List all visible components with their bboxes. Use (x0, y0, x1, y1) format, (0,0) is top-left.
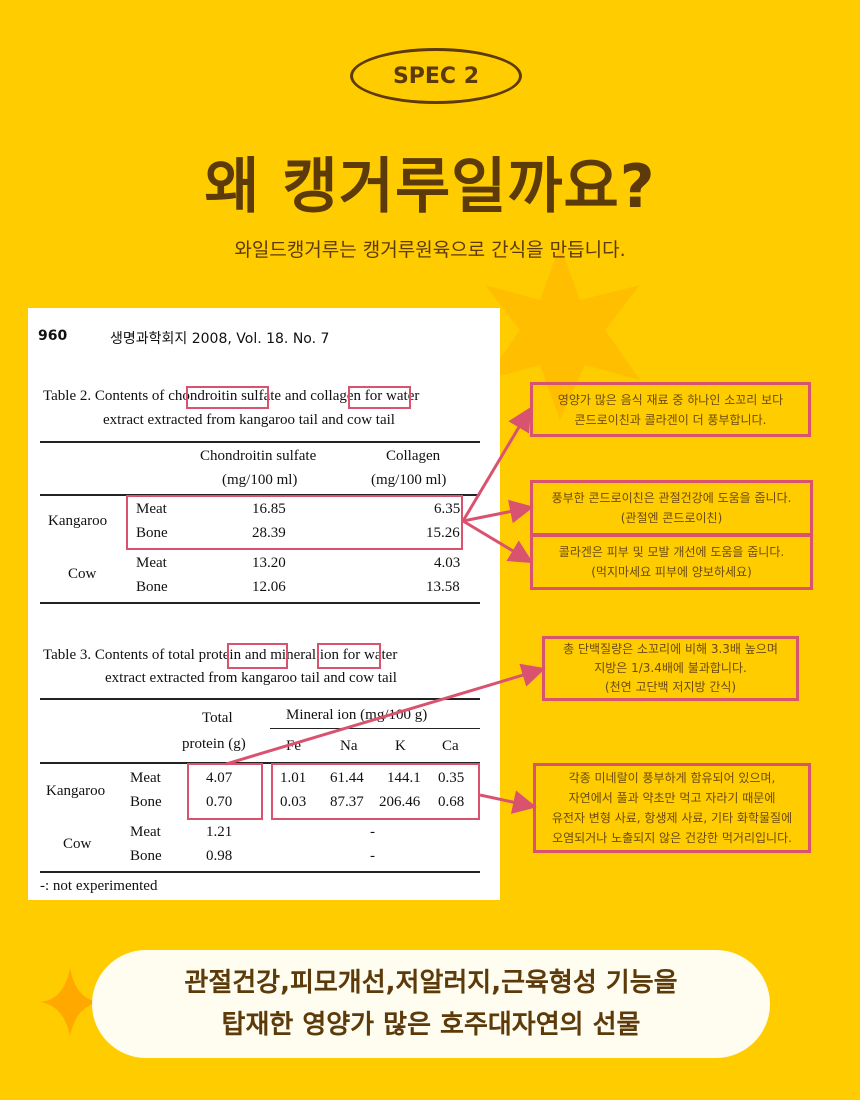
table3-caption-line2: extract extracted from kangaroo tail and… (105, 670, 397, 686)
footnote: -: not experimented (40, 878, 158, 894)
callout-protein: 총 단백질량은 소꼬리에 비해 3.3배 높으며 지방은 1/3.4배에 불과합니… (542, 636, 799, 701)
cell: 15.26 (426, 525, 460, 541)
spec-badge: SPEC 2 (350, 48, 522, 104)
cell: 4.03 (434, 555, 461, 571)
cell: 0.70 (206, 794, 233, 810)
cell: 13.20 (252, 555, 286, 571)
page-title: 왜 캥거루일까요? (204, 152, 656, 222)
cell: 0.68 (438, 794, 465, 810)
highlight-protein-values (187, 763, 263, 820)
cell: 1.01 (280, 770, 307, 786)
row-part: Meat (130, 824, 161, 840)
col-header: Total (202, 710, 233, 726)
journal-excerpt: 960 생명과학회지 2008, Vol. 18. No. 7 Table 2.… (28, 308, 500, 900)
page-number: 960 (38, 328, 68, 344)
table2-caption-line2: extract extracted from kangaroo tail and… (103, 412, 395, 428)
page-subtitle: 와일드캥거루는 캥거루원육으로 간식을 만듭니다. (234, 239, 626, 261)
col-header: Mineral ion (mg/100 g) (286, 707, 428, 723)
sparkle-icon (40, 968, 100, 1036)
row-part: Meat (136, 501, 167, 517)
row-group: Cow (68, 566, 97, 582)
cell: 12.06 (252, 579, 286, 595)
cell: - (370, 848, 375, 864)
cell: 0.98 (206, 848, 233, 864)
callout-mineral: 각종 미네랄이 풍부하게 함유되어 있으며, 자연에서 풀과 약초만 먹고 자라기… (533, 763, 811, 853)
highlight-chondroitin (186, 386, 269, 409)
row-group: Kangaroo (46, 783, 106, 799)
highlight-kangaroo-table2 (126, 495, 463, 550)
row-part: Meat (130, 770, 161, 786)
col-header: Na (340, 738, 358, 754)
highlight-protein (227, 643, 288, 669)
col-header: (mg/100 ml) (222, 472, 298, 488)
col-header: (mg/100 ml) (371, 472, 447, 488)
col-header: Chondroitin sulfate (200, 448, 317, 464)
row-part: Bone (130, 848, 162, 864)
highlight-collagen (348, 386, 411, 409)
cell: 28.39 (252, 525, 286, 541)
cell: 0.35 (438, 770, 465, 786)
cell: 144.1 (387, 770, 421, 786)
cell: 0.03 (280, 794, 307, 810)
cell: 6.35 (434, 501, 461, 517)
row-part: Meat (136, 555, 167, 571)
row-part: Bone (136, 525, 168, 541)
cell: 16.85 (252, 501, 286, 517)
col-header: protein (g) (182, 736, 246, 752)
col-header: Ca (442, 738, 459, 754)
row-group: Kangaroo (48, 513, 108, 529)
col-header: K (395, 738, 406, 754)
cell: 4.07 (206, 770, 233, 786)
bottom-summary: 관절건강,피모개선,저알러지,근육형성 기능을 탑재한 영양가 많은 호주대자연의… (92, 950, 770, 1058)
journal-name: 생명과학회지 2008, Vol. 18. No. 7 (110, 331, 330, 347)
callout-collagen: 콜라겐은 피부 및 모발 개선에 도움을 줍니다. (먹지마세요 피부에 양보하세… (530, 534, 813, 590)
cell: 1.21 (206, 824, 233, 840)
highlight-mineral-values (271, 763, 480, 820)
col-header: Collagen (386, 448, 441, 464)
col-header: Fe (286, 738, 301, 754)
cell: 61.44 (330, 770, 364, 786)
row-part: Bone (130, 794, 162, 810)
cell: 87.37 (330, 794, 364, 810)
table3-caption: Table 3. Contents of total protein and m… (43, 647, 398, 663)
cell: 206.46 (379, 794, 421, 810)
callout-chondroitin: 풍부한 콘드로이친은 관절건강에 도움을 줍니다. (관절엔 콘드로이친) (530, 480, 813, 536)
row-part: Bone (136, 579, 168, 595)
cell: 13.58 (426, 579, 460, 595)
callout-nutrition: 영양가 많은 음식 재료 중 하나인 소꼬리 보다 콘드로이친과 콜라겐이 더 풍… (530, 382, 811, 437)
row-group: Cow (63, 836, 92, 852)
highlight-mineral (317, 643, 381, 669)
cell: - (370, 824, 375, 840)
